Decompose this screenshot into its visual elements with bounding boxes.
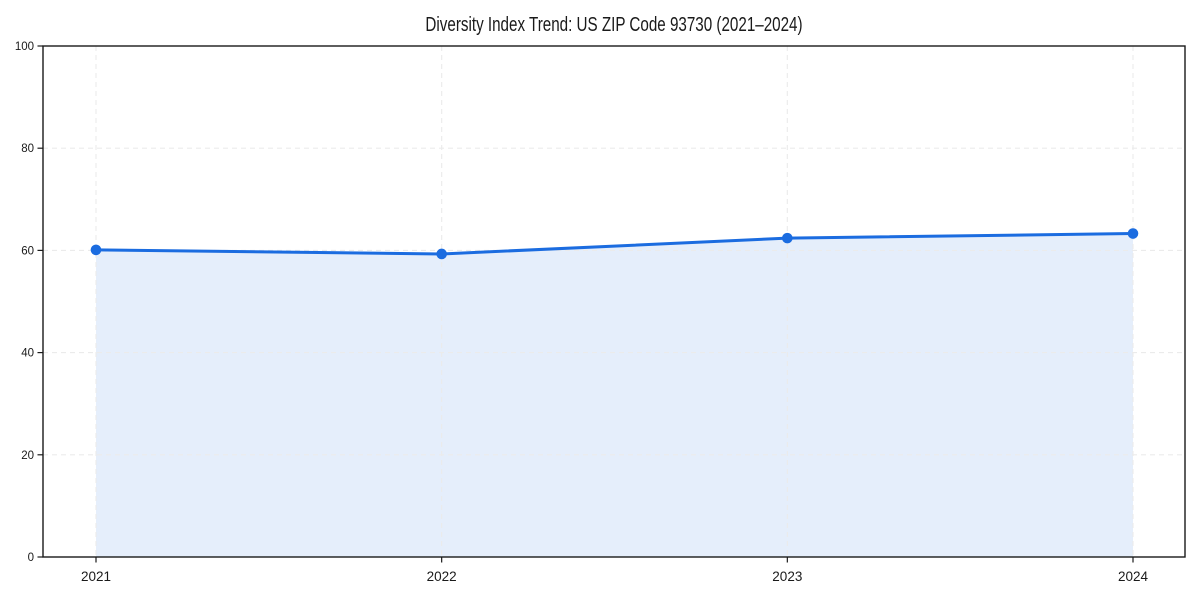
data-point [436, 248, 447, 260]
y-tick-label: 40 [21, 348, 34, 360]
chart-layers: 0 20 40 60 80 100 2021 2022 2023 2024 [15, 41, 1186, 584]
x-tick-label: 2023 [772, 569, 802, 584]
trend-line [94, 232, 1135, 256]
y-tick-label: 80 [21, 143, 34, 155]
x-tick-label: 2021 [81, 569, 111, 584]
x-tick-label: 2024 [1118, 569, 1149, 584]
plot-border [42, 45, 1186, 558]
y-tick-label: 20 [21, 450, 34, 462]
y-tick-label: 100 [15, 41, 34, 53]
x-tick-label: 2022 [427, 569, 457, 584]
area-fill [96, 233, 1133, 558]
data-point [90, 244, 102, 256]
y-tick-label: 60 [21, 245, 34, 257]
chart-title: Diversity Index Trend: US ZIP Code 93730… [425, 13, 802, 36]
data-point [1127, 228, 1139, 239]
y-tick-label: 0 [28, 552, 34, 564]
data-point [782, 232, 793, 244]
